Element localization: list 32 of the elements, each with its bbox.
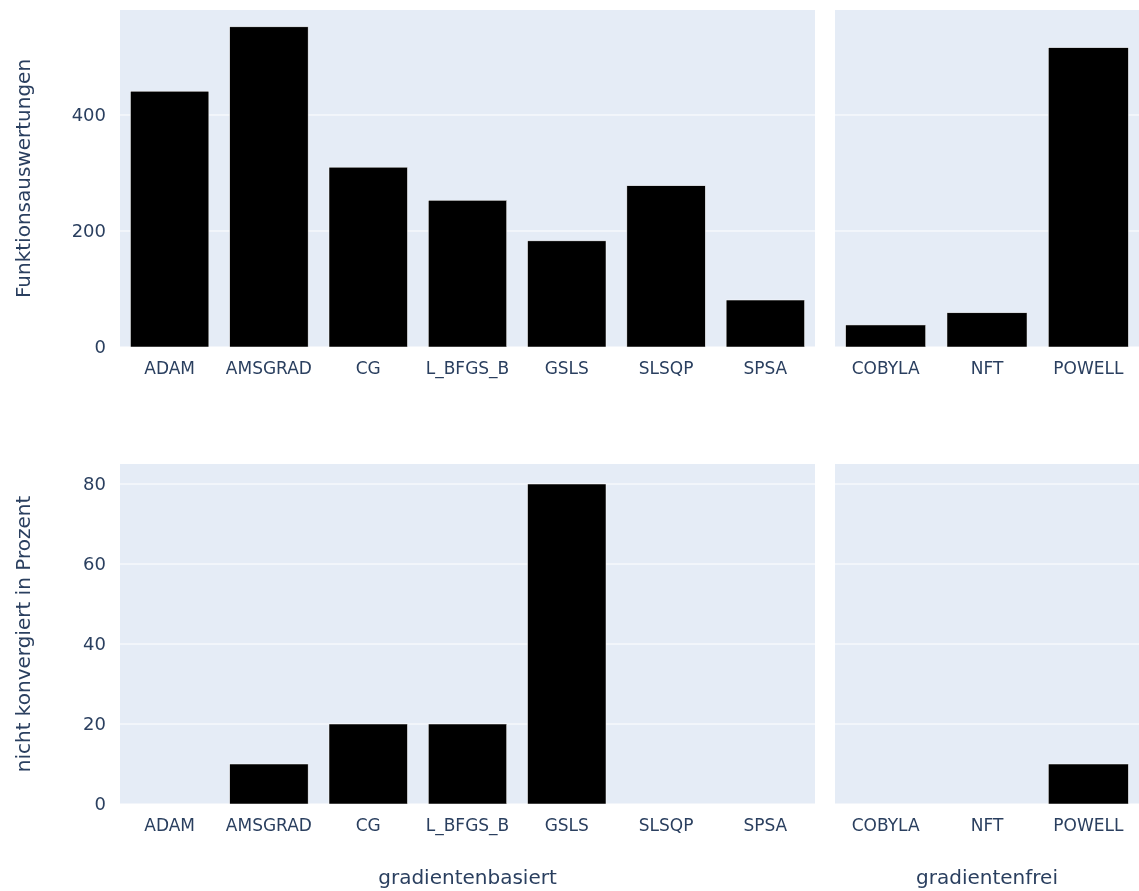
x-tick-label: ADAM bbox=[144, 815, 195, 835]
x-tick-label: SPSA bbox=[743, 815, 788, 835]
x-tick-label: POWELL bbox=[1053, 815, 1124, 835]
x-tick-label: NFT bbox=[970, 358, 1004, 378]
x-tick-label: COBYLA bbox=[851, 358, 920, 378]
y-tick-label: 20 bbox=[83, 713, 106, 735]
x-tick-label: ADAM bbox=[144, 358, 195, 378]
x-tick-label: L_BFGS_B bbox=[425, 358, 510, 379]
y-axis-title: nicht konvergiert in Prozent bbox=[11, 495, 35, 773]
x-tick-label: AMSGRAD bbox=[225, 358, 312, 378]
y-tick-label: 60 bbox=[83, 553, 106, 575]
x-tick-label: L_BFGS_B bbox=[425, 815, 510, 836]
y-axis-title: Funktionsauswertungen bbox=[11, 58, 35, 299]
y-tick-label: 0 bbox=[94, 336, 106, 358]
y-tick-label: 80 bbox=[83, 473, 106, 495]
x-tick-label: GSLS bbox=[544, 815, 589, 835]
x-tick-label: COBYLA bbox=[851, 815, 920, 835]
x-tick-label: SPSA bbox=[743, 358, 788, 378]
y-tick-label: 40 bbox=[83, 633, 106, 655]
y-tick-label: 200 bbox=[71, 220, 106, 242]
x-tick-label: NFT bbox=[970, 815, 1004, 835]
x-tick-label: AMSGRAD bbox=[225, 815, 312, 835]
x-tick-label: CG bbox=[355, 815, 381, 835]
x-tick-label: POWELL bbox=[1053, 358, 1124, 378]
y-tick-label: 400 bbox=[71, 104, 106, 126]
x-tick-label: CG bbox=[355, 358, 381, 378]
x-tick-label: SLSQP bbox=[638, 358, 694, 378]
x-tick-label: SLSQP bbox=[638, 815, 694, 835]
y-tick-label: 0 bbox=[94, 793, 106, 815]
x-axis-title: gradientenbasiert bbox=[378, 865, 557, 889]
x-axis-title: gradientenfrei bbox=[916, 865, 1058, 889]
x-tick-label: GSLS bbox=[544, 358, 589, 378]
